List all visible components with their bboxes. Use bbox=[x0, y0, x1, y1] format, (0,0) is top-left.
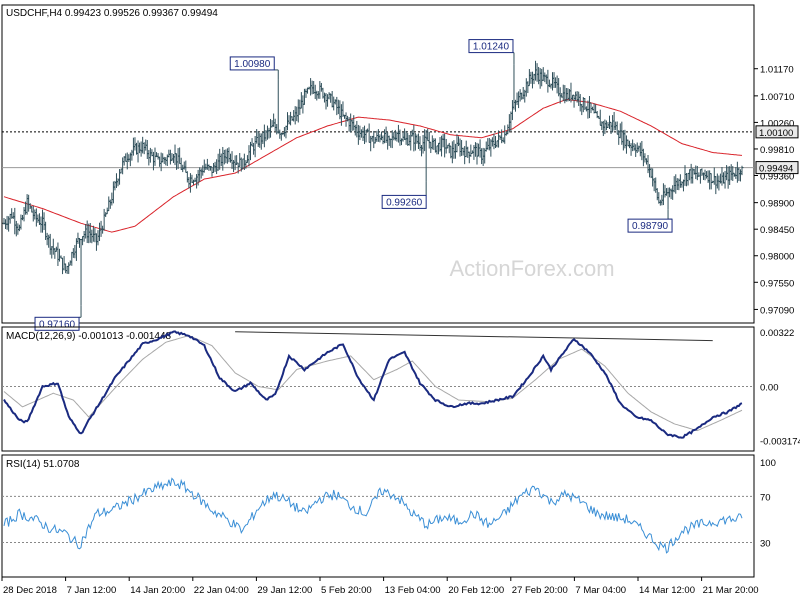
price-label-text: 0.97160 bbox=[39, 319, 76, 330]
price-label-2: 0.99260 bbox=[381, 181, 427, 209]
x-tick-label: 29 Jan 12:00 bbox=[257, 585, 312, 596]
rsi-tick-label: 100 bbox=[760, 458, 776, 469]
x-tick-label: 5 Feb 20:00 bbox=[321, 585, 372, 596]
price-tick-label: 0.98900 bbox=[760, 199, 794, 210]
rsi-lines bbox=[2, 477, 754, 554]
price-label-4: 0.98790 bbox=[627, 209, 673, 233]
rsi-line bbox=[3, 477, 743, 554]
rsi-y-axis: 100 70 30 bbox=[760, 458, 776, 550]
rsi-tick-label: 30 bbox=[760, 538, 771, 549]
macd-y-axis: 0.00322 0.00 -0.003174 bbox=[760, 328, 800, 448]
moving-average-line bbox=[3, 98, 743, 233]
price-panel: USDCHF,H4 0.99423 0.99526 0.99367 0.9949… bbox=[1, 4, 799, 331]
price-tick-label: 0.98450 bbox=[760, 225, 794, 236]
x-tick-label: 14 Mar 12:00 bbox=[639, 585, 695, 596]
price-tick-label: 1.00710 bbox=[760, 92, 794, 103]
ma-line-layer bbox=[3, 98, 743, 233]
price-tick-label: 0.97550 bbox=[760, 278, 794, 289]
x-tick-label: 14 Jan 20:00 bbox=[130, 585, 185, 596]
ohlc-bar bbox=[740, 165, 744, 176]
price-label-1: 1.00980 bbox=[229, 56, 279, 80]
price-title: USDCHF,H4 0.99423 0.99526 0.99367 0.9949… bbox=[6, 8, 218, 19]
macd-signal-line bbox=[3, 334, 743, 432]
rsi-tick-label: 70 bbox=[760, 492, 771, 503]
macd-tick-label: 0.00 bbox=[760, 382, 779, 393]
x-axis: 28 Dec 2018 7 Jan 12:00 14 Jan 20:00 22 Jan… bbox=[1, 577, 759, 596]
x-tick-label: 22 Jan 04:00 bbox=[194, 585, 249, 596]
price-label-text: 1.00980 bbox=[234, 59, 271, 70]
macd-panel-frame bbox=[1, 326, 755, 452]
price-label-text: 0.99260 bbox=[386, 197, 423, 208]
rsi-panel: RSI(14) 51.0708 100 70 30 bbox=[1, 454, 776, 578]
x-tick-label: 7 Jan 12:00 bbox=[67, 585, 117, 596]
price-label-3: 1.01240 bbox=[468, 39, 515, 65]
price-tick-label: 0.97090 bbox=[760, 305, 794, 316]
ohlc-bar bbox=[79, 238, 83, 306]
x-tick-label: 20 Feb 12:00 bbox=[448, 585, 504, 596]
price-box-label: 0.99494 bbox=[759, 164, 793, 175]
reference-price-box: 1.00100 bbox=[755, 125, 799, 139]
macd-lines bbox=[2, 330, 754, 439]
macd-trendline bbox=[235, 331, 713, 342]
price-annotations: 0.97160 1.00980 0.99260 1.01240 0.98790 bbox=[34, 39, 673, 331]
price-panel-frame bbox=[1, 4, 755, 324]
macd-panel: MACD(12,26,9) -0.001013 -0.001448 0.0032… bbox=[1, 326, 800, 452]
x-tick-label: 7 Mar 04:00 bbox=[575, 585, 626, 596]
x-tick-label: 27 Feb 20:00 bbox=[512, 585, 568, 596]
price-tick-label: 0.99360 bbox=[760, 172, 794, 183]
price-y-axis: 1.01170 1.00710 1.00260 0.99810 0.99360 0.989… bbox=[754, 65, 799, 316]
macd-line bbox=[3, 330, 743, 439]
x-tick-label: 13 Feb 04:00 bbox=[385, 585, 441, 596]
macd-title: MACD(12,26,9) -0.001013 -0.001448 bbox=[6, 331, 172, 342]
price-box-label: 1.00100 bbox=[759, 128, 793, 139]
macd-tick-label: 0.00322 bbox=[760, 328, 794, 339]
current-price-box: 0.99494 bbox=[755, 161, 799, 175]
watermark-text: ActionForex.com bbox=[449, 256, 614, 281]
price-label-text: 1.01240 bbox=[473, 42, 510, 53]
rsi-panel-frame bbox=[1, 454, 755, 578]
price-tick-label: 0.98000 bbox=[760, 252, 794, 263]
x-tick-label: 21 Mar 20:00 bbox=[703, 585, 759, 596]
rsi-title: RSI(14) 51.0708 bbox=[6, 459, 80, 470]
price-tick-label: 1.00260 bbox=[760, 118, 794, 129]
ohlc-bars bbox=[2, 60, 744, 306]
price-tick-label: 0.99810 bbox=[760, 145, 794, 156]
x-tick-label: 28 Dec 2018 bbox=[3, 585, 57, 596]
price-label-text: 0.98790 bbox=[632, 221, 669, 232]
price-tick-label: 1.01170 bbox=[760, 65, 794, 76]
macd-tick-label: -0.003174 bbox=[760, 436, 800, 447]
